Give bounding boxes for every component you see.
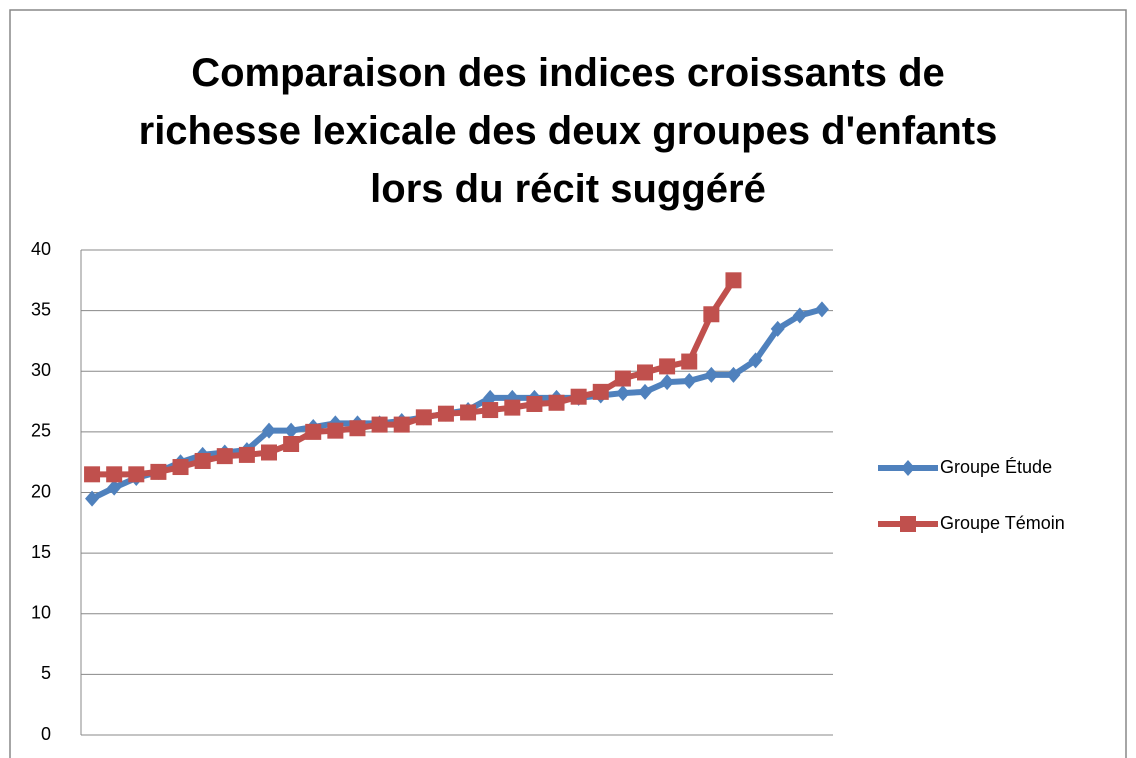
data-point <box>172 459 189 476</box>
y-tick-label: 25 <box>31 421 51 441</box>
data-point <box>483 389 498 406</box>
data-point <box>85 490 100 507</box>
data-point <box>725 272 742 289</box>
data-point <box>150 463 167 480</box>
data-point <box>238 446 255 463</box>
data-point <box>638 383 652 400</box>
data-point <box>681 353 698 370</box>
y-tick-label: 10 <box>31 603 51 623</box>
y-tick-label: 15 <box>31 542 51 562</box>
chart-border <box>9 9 1127 758</box>
y-tick-label: 20 <box>31 481 51 501</box>
data-point <box>327 422 344 439</box>
chart-title: Comparaison des indices croissants de ric… <box>139 51 998 211</box>
data-point <box>726 366 741 383</box>
data-point <box>770 320 785 337</box>
data-point <box>682 372 697 389</box>
data-point <box>84 466 101 483</box>
data-point <box>128 466 145 483</box>
legend-marker <box>901 460 915 476</box>
data-point <box>526 395 543 412</box>
data-point <box>262 422 276 439</box>
data-point <box>637 364 653 381</box>
data-point <box>504 399 521 416</box>
data-point <box>216 448 233 465</box>
data-point <box>415 409 432 426</box>
data-point <box>592 383 609 400</box>
legend-marker <box>900 516 916 532</box>
data-point <box>614 370 631 387</box>
data-point <box>704 366 719 383</box>
data-point <box>194 452 211 469</box>
legend-label: Groupe Témoin <box>940 513 1065 533</box>
data-point <box>660 374 675 391</box>
data-point <box>305 423 322 440</box>
data-point <box>792 307 807 324</box>
data-point <box>371 416 388 433</box>
data-point <box>703 306 720 323</box>
data-point <box>482 402 499 419</box>
y-tick-label: 30 <box>31 360 51 380</box>
data-point <box>106 466 123 483</box>
y-tick-label: 40 <box>31 239 51 259</box>
legend-label: Groupe Étude <box>940 457 1052 477</box>
data-point <box>393 416 410 433</box>
data-point <box>659 358 676 375</box>
data-point <box>437 405 454 422</box>
data-point <box>814 301 829 318</box>
data-point <box>460 404 477 421</box>
data-point <box>283 436 300 452</box>
data-point <box>349 420 366 437</box>
y-tick-label: 35 <box>31 299 51 319</box>
data-point <box>548 394 565 411</box>
y-tick-label: 0 <box>41 724 51 744</box>
data-point <box>107 479 122 496</box>
data-point <box>615 385 630 402</box>
data-point <box>261 444 277 461</box>
data-point <box>748 352 763 369</box>
data-point <box>284 422 299 439</box>
y-tick-label: 5 <box>41 663 51 683</box>
data-point <box>570 388 587 405</box>
